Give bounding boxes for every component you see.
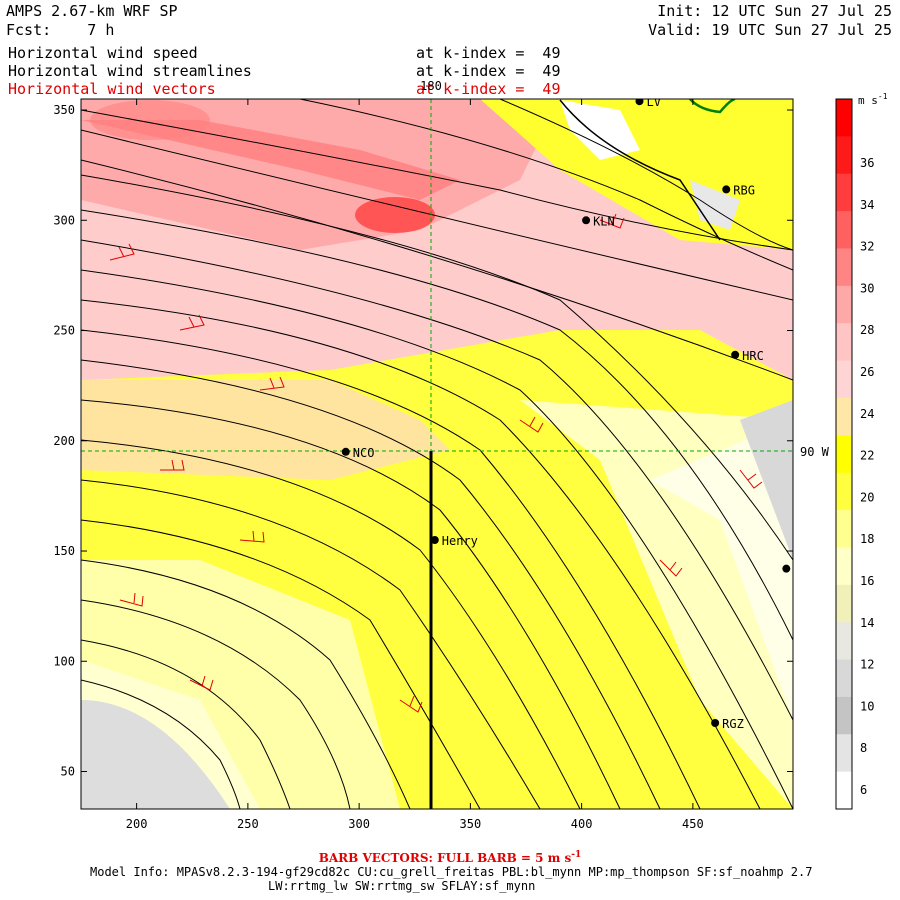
colorbar-swatch <box>836 771 852 810</box>
colorbar-label: 34 <box>860 198 874 212</box>
colorbar-label: 14 <box>860 616 874 630</box>
colorbar-swatch <box>836 435 852 474</box>
colorbar-units: m s-1 <box>858 92 888 107</box>
k-index-list: at k-index = 49 at k-index = 49 at k-ind… <box>416 44 561 98</box>
y-tick-label: 50 <box>61 765 75 779</box>
colorbar-label: 16 <box>860 574 874 588</box>
colorbar-swatch <box>836 323 852 362</box>
colorbar-swatch <box>836 622 852 661</box>
colorbar-frame <box>835 98 853 810</box>
x-tick-label: 400 <box>571 817 593 831</box>
field-wind-speed: Horizontal wind speed <box>8 44 198 62</box>
station-marker <box>582 216 591 225</box>
forecast-hour: Fcst: 7 h <box>6 22 114 39</box>
station-label: RBG <box>733 183 755 197</box>
colorbar: 36 34 32 30 28 26 24 22 20 18 16 14 12 10 8 6 <box>835 98 874 810</box>
colorbar-label: 22 <box>860 449 874 463</box>
station-marker <box>731 350 740 359</box>
k-index-streamlines: at k-index = 49 <box>416 62 561 80</box>
streamlines <box>81 99 793 809</box>
colorbar-swatch <box>836 472 852 511</box>
x-tick-label: 350 <box>460 817 482 831</box>
k-index-wind-vectors: at k-index = 49 <box>416 80 561 98</box>
meridian-label: 180 <box>420 79 442 93</box>
x-tick-label: 450 <box>682 817 704 831</box>
stations-layer: NCO Henry KLN RBG HRC RGZ LV <box>341 95 791 731</box>
colorbar-swatch <box>836 173 852 212</box>
y-tick-label: 350 <box>53 103 75 117</box>
parallel-label: 90 W <box>800 445 830 459</box>
station-marker <box>341 447 350 456</box>
forecast-label: Fcst: <box>6 21 52 39</box>
colorbar-swatch <box>836 547 852 586</box>
colorbar-label: 8 <box>860 741 867 755</box>
y-axis: 50 100 150 200 250 300 350 <box>53 103 793 779</box>
colorbar-swatch <box>836 99 852 137</box>
model-info: Model Info: MPASv8.2.3-194-gf29cd82c CU:… <box>90 865 813 879</box>
y-tick-label: 300 <box>53 213 75 227</box>
y-tick-label: 200 <box>53 434 75 448</box>
x-tick-label: 300 <box>348 817 370 831</box>
colorbar-swatch <box>836 136 852 175</box>
colorbar-label: 20 <box>860 490 874 504</box>
colorbar-swatch <box>836 248 852 287</box>
colorbar-label: 24 <box>860 407 874 421</box>
map-plot-area: NCO Henry KLN RBG HRC RGZ LV <box>81 95 793 809</box>
colorbar-swatch <box>836 360 852 399</box>
y-tick-label: 250 <box>53 324 75 338</box>
plot-frame <box>80 98 794 810</box>
y-tick-label: 150 <box>53 544 75 558</box>
field-streamlines: Horizontal wind streamlines <box>8 62 252 80</box>
station-label: LV <box>646 95 660 109</box>
model-info-physics: LW:rrtmg_lw SW:rrtmg_sw SFLAY:sf_mynn <box>268 879 536 893</box>
model-title: AMPS 2.67-km WRF SP <box>6 2 178 20</box>
k-index-wind-speed: at k-index = 49 <box>416 44 561 62</box>
colorbar-label: 32 <box>860 240 874 254</box>
colorbar-swatch <box>836 397 852 436</box>
station-label: RGZ <box>722 717 744 731</box>
field-list: Horizontal wind speed Horizontal wind st… <box>8 44 252 98</box>
station-label: HRC <box>742 349 764 363</box>
colorbar-swatch <box>836 584 852 623</box>
station-marker <box>430 535 439 544</box>
x-axis: 200 250 300 350 400 450 <box>126 99 704 831</box>
barb-legend: BARB VECTORS: FULL BARB = 5 m s-1 <box>318 850 582 865</box>
station-marker <box>722 185 731 194</box>
colorbar-label: 10 <box>860 699 874 713</box>
y-tick-label: 100 <box>53 654 75 668</box>
x-tick-label: 200 <box>126 817 148 831</box>
colorbar-label: 36 <box>860 156 874 170</box>
colorbar-label: 6 <box>860 783 867 797</box>
colorbar-label: 30 <box>860 281 874 295</box>
colorbar-swatch <box>836 211 852 249</box>
field-wind-vectors: Horizontal wind vectors <box>8 80 216 98</box>
station-label: Henry <box>442 534 478 548</box>
colorbar-swatch <box>836 696 852 735</box>
station-label: KLN <box>593 214 615 228</box>
colorbar-swatch <box>836 734 852 773</box>
station-marker <box>782 564 791 573</box>
colorbar-label: 26 <box>860 365 874 379</box>
colorbar-label: 18 <box>860 532 874 546</box>
init-time: Init: 12 UTC Sun 27 Jul 25 <box>657 2 892 20</box>
colorbar-label: 12 <box>860 658 874 672</box>
forecast-value: 7 h <box>87 21 115 39</box>
colorbar-swatch <box>836 659 852 698</box>
station-marker <box>711 719 720 728</box>
valid-time: Valid: 19 UTC Sun 27 Jul 25 <box>648 21 892 39</box>
station-marker <box>635 99 644 106</box>
colorbar-swatch <box>836 285 852 324</box>
station-label: NCO <box>353 446 375 460</box>
wind-barbs <box>109 213 763 713</box>
colorbar-label: 28 <box>860 323 874 337</box>
x-tick-label: 250 <box>237 817 259 831</box>
colorbar-swatch <box>836 510 852 548</box>
